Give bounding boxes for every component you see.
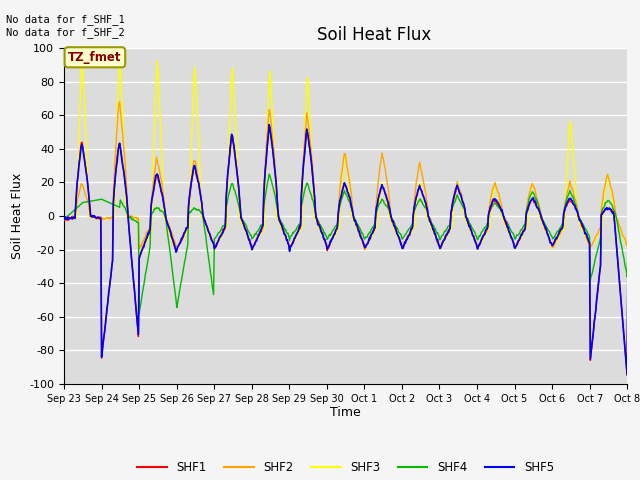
Text: TZ_fmet: TZ_fmet	[68, 51, 122, 64]
Y-axis label: Soil Heat Flux: Soil Heat Flux	[11, 173, 24, 259]
X-axis label: Time: Time	[330, 407, 361, 420]
Legend: SHF1, SHF2, SHF3, SHF4, SHF5: SHF1, SHF2, SHF3, SHF4, SHF5	[132, 456, 559, 479]
Text: No data for f_SHF_1
No data for f_SHF_2: No data for f_SHF_1 No data for f_SHF_2	[6, 14, 125, 38]
Title: Soil Heat Flux: Soil Heat Flux	[317, 25, 431, 44]
